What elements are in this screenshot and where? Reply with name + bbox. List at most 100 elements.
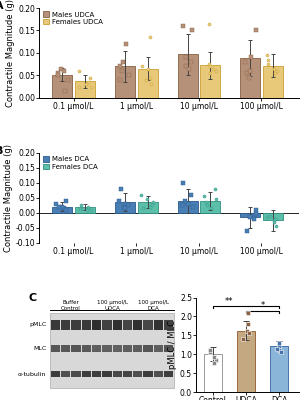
Bar xyxy=(200,201,220,213)
Bar xyxy=(240,213,260,217)
Bar xyxy=(143,320,153,330)
Point xyxy=(206,20,211,27)
Point xyxy=(88,207,93,214)
Bar xyxy=(50,313,174,388)
Text: *: * xyxy=(260,302,265,310)
Bar xyxy=(113,372,122,377)
Point xyxy=(272,70,277,76)
Y-axis label: Contractile Magnitude (g): Contractile Magnitude (g) xyxy=(6,0,15,107)
Point xyxy=(252,216,257,222)
Bar xyxy=(133,320,142,330)
Point xyxy=(119,68,124,74)
Point xyxy=(86,204,91,210)
Point xyxy=(254,27,259,34)
Point xyxy=(273,216,278,222)
Point xyxy=(56,72,60,79)
Text: Buffer
Control: Buffer Control xyxy=(61,300,81,311)
Bar xyxy=(51,320,60,330)
Bar xyxy=(263,213,283,220)
Point xyxy=(180,23,185,29)
Y-axis label: pMLC / MLC: pMLC / MLC xyxy=(168,320,177,369)
Point xyxy=(248,54,253,61)
Bar xyxy=(102,372,111,377)
Point xyxy=(207,347,212,354)
Bar xyxy=(123,320,132,330)
Text: **: ** xyxy=(225,297,233,306)
Point xyxy=(247,74,252,81)
Point xyxy=(275,68,280,74)
Point xyxy=(84,81,88,88)
Point xyxy=(148,74,153,81)
Point xyxy=(77,206,82,212)
Bar xyxy=(53,74,72,98)
Point xyxy=(117,198,121,204)
Bar xyxy=(72,345,81,352)
Bar xyxy=(113,320,122,330)
Point xyxy=(66,77,70,83)
Point xyxy=(246,310,250,316)
Point xyxy=(187,66,191,72)
Bar xyxy=(178,54,198,98)
Point xyxy=(247,330,252,337)
Point xyxy=(146,66,150,72)
Bar xyxy=(143,345,153,352)
Point xyxy=(122,204,127,210)
Point xyxy=(60,204,65,210)
Bar xyxy=(164,345,173,352)
Point xyxy=(265,52,269,58)
Point xyxy=(240,336,245,342)
Point xyxy=(244,228,249,234)
Point xyxy=(254,206,259,213)
Bar xyxy=(137,202,158,213)
Point xyxy=(205,202,210,208)
Point xyxy=(85,79,90,85)
Bar xyxy=(154,320,163,330)
Point xyxy=(88,84,93,90)
Point xyxy=(268,212,273,219)
Point xyxy=(265,214,269,220)
Bar xyxy=(113,345,122,352)
Point xyxy=(211,359,216,366)
Point xyxy=(139,192,144,198)
Bar xyxy=(92,372,101,377)
Point xyxy=(208,63,213,70)
Point xyxy=(63,198,68,204)
Bar xyxy=(75,81,95,98)
Point xyxy=(56,70,60,76)
Point xyxy=(183,63,188,70)
Point xyxy=(265,61,270,68)
Bar xyxy=(61,372,70,377)
Point xyxy=(274,345,279,352)
Text: α-tubulin: α-tubulin xyxy=(18,372,46,376)
Point xyxy=(203,199,208,206)
Point xyxy=(277,340,281,346)
Point xyxy=(148,204,153,210)
Point xyxy=(151,199,156,206)
Bar xyxy=(102,345,111,352)
Point xyxy=(122,205,127,212)
Bar xyxy=(92,320,101,330)
Point xyxy=(54,200,59,207)
Text: MLC: MLC xyxy=(33,346,46,351)
Point xyxy=(186,200,191,207)
Bar xyxy=(143,372,153,377)
Bar xyxy=(75,207,95,213)
Text: B: B xyxy=(0,146,4,156)
Bar xyxy=(123,345,132,352)
Bar xyxy=(164,372,173,377)
Bar xyxy=(164,320,173,330)
Point xyxy=(246,321,250,327)
Bar xyxy=(115,202,135,213)
Point xyxy=(63,206,68,213)
Bar xyxy=(200,65,220,98)
Point xyxy=(139,63,144,70)
Point xyxy=(149,81,154,88)
Bar xyxy=(133,345,142,352)
Bar xyxy=(51,372,60,377)
Point xyxy=(213,186,217,192)
Point xyxy=(124,41,129,47)
Point xyxy=(188,192,193,198)
Point xyxy=(207,61,211,68)
Point xyxy=(77,68,82,74)
Text: 100 μmol/L
DCA: 100 μmol/L DCA xyxy=(138,300,169,311)
